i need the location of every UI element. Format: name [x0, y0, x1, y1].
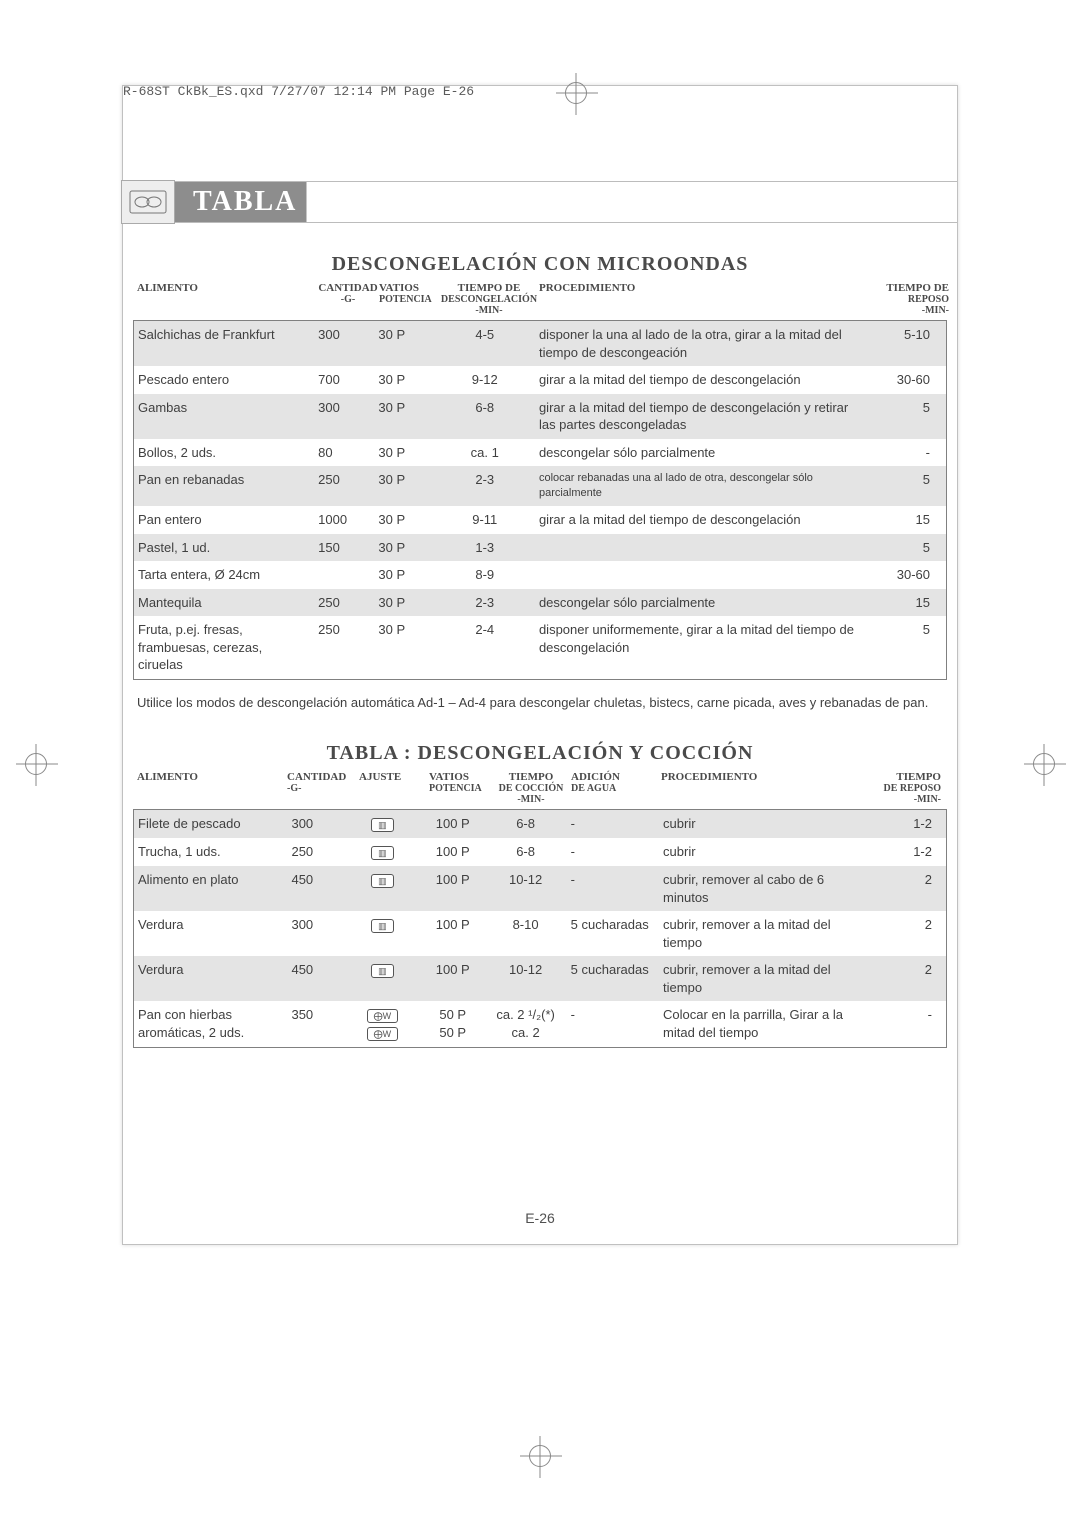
table-row: Verdura300▥100 P8-105 cucharadascubrir, …: [134, 911, 947, 956]
table-row: Pastel, 1 ud.15030 P1-35: [134, 534, 947, 562]
section1-title: DESCONGELACIÓN CON MICROONDAS: [133, 253, 947, 276]
table-row: Tarta entera, Ø 24cm30 P8-930-60: [134, 561, 947, 589]
grill-icon: ⨁W: [367, 1027, 399, 1041]
table-row: Gambas30030 P6-8girar a la mitad del tie…: [134, 394, 947, 439]
section2-column-headers: ALIMENTO CANTIDAD-G- AJUSTE VATIOSPOTENC…: [133, 771, 947, 805]
table-row: Pescado entero70030 P9-12girar a la mita…: [134, 366, 947, 394]
banner-title: TABLA: [193, 186, 297, 218]
banner: TABLA: [123, 181, 957, 223]
cookbook-icon: [121, 180, 175, 224]
table-row: Verdura450▥100 P10-125 cucharadascubrir,…: [134, 956, 947, 1001]
defrost-cook-table: Filete de pescado300▥100 P6-8-cubrir1-2T…: [133, 809, 947, 1048]
table-row: Filete de pescado300▥100 P6-8-cubrir1-2: [134, 809, 947, 838]
table-row: Bollos, 2 uds.8030 Pca. 1descongelar sól…: [134, 439, 947, 467]
microwave-icon: ▥: [371, 846, 394, 860]
table-row: Alimento en plato450▥100 P10-12-cubrir, …: [134, 866, 947, 911]
table-row: Trucha, 1 uds.250▥100 P6-8-cubrir1-2: [134, 838, 947, 866]
section2-title: TABLA : DESCONGELACIÓN Y COCCIÓN: [133, 742, 947, 765]
table-row: Salchichas de Frankfurt30030 P4-5dispone…: [134, 321, 947, 367]
microwave-icon: ▥: [371, 919, 394, 933]
table-row: Mantequila25030 P2-3descongelar sólo par…: [134, 589, 947, 617]
microwave-icon: ▥: [371, 964, 394, 978]
document-page: R-68ST CkBk_ES.qxd 7/27/07 12:14 PM Page…: [122, 85, 958, 1245]
microwave-icon: ▥: [371, 818, 394, 832]
section1-note: Utilice los modos de descongelación auto…: [137, 694, 943, 712]
defrost-table: Salchichas de Frankfurt30030 P4-5dispone…: [133, 320, 947, 680]
file-header-line: R-68ST CkBk_ES.qxd 7/27/07 12:14 PM Page…: [123, 84, 474, 99]
microwave-icon: ▥: [371, 874, 394, 888]
table-row: Pan en rebanadas25030 P2-3colocar rebana…: [134, 466, 947, 506]
grill-icon: ⨁W: [367, 1009, 399, 1023]
page-number: E-26: [123, 1210, 957, 1226]
table-row: Fruta, p.ej. fresas, frambuesas, cerezas…: [134, 616, 947, 679]
section1-column-headers: ALIMENTO CANTIDAD-G- VATIOSPOTENCIA TIEM…: [133, 282, 947, 316]
table-row: Pan con hierbas aromáticas, 2 uds.350⨁W⨁…: [134, 1001, 947, 1048]
table-row: Pan entero100030 P9-11girar a la mitad d…: [134, 506, 947, 534]
